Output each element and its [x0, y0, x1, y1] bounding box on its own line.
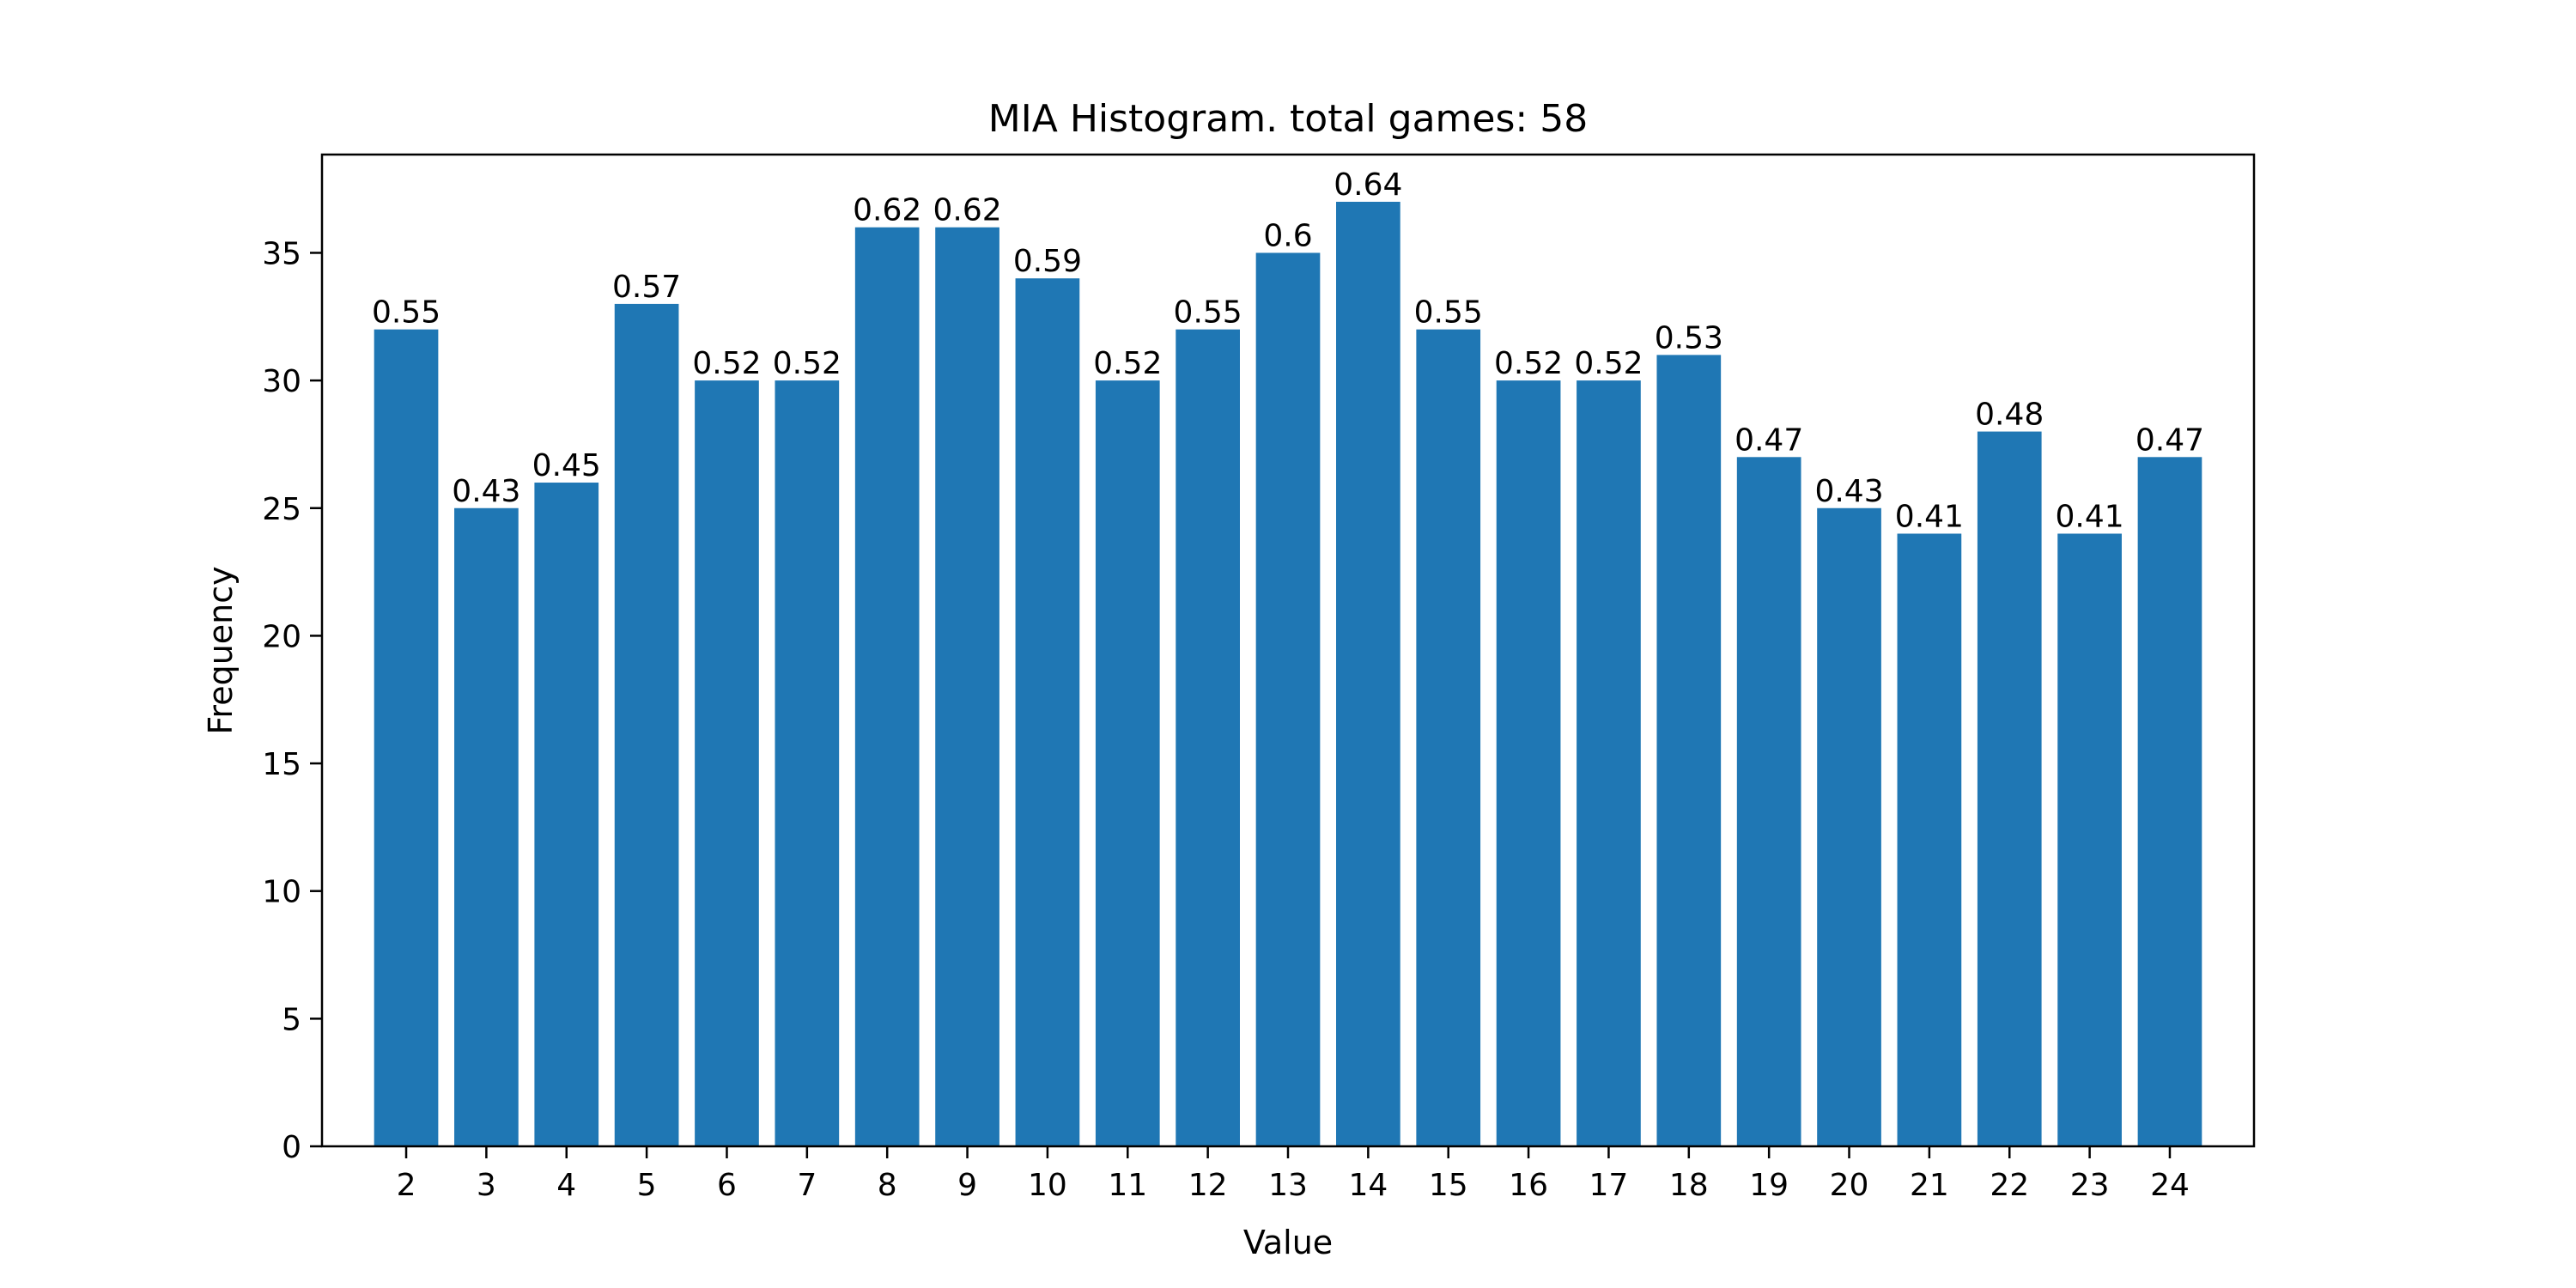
bar-data-label: 0.62: [853, 193, 921, 228]
x-tick-label: 14: [1348, 1168, 1388, 1203]
bar-data-label: 0.55: [1414, 295, 1483, 331]
x-tick-label: 23: [2070, 1168, 2110, 1203]
x-tick-label: 5: [637, 1168, 657, 1203]
bar-data-label: 0.48: [1975, 398, 2044, 433]
x-tick-label: 2: [397, 1168, 416, 1203]
bar: [1897, 533, 1962, 1146]
bar: [935, 227, 999, 1146]
bar-labels-group: 0.55 0.43 0.45 0.57 0.52 0.52 0.62 0.62 0.59 0.52…: [372, 167, 2204, 534]
bar-data-label: 0.6: [1263, 218, 1312, 253]
bar-data-label: 0.52: [1093, 346, 1162, 381]
x-tick-label: 21: [1910, 1168, 1949, 1203]
bar: [1095, 380, 1160, 1146]
bar: [1336, 202, 1400, 1146]
bar: [1255, 252, 1321, 1146]
x-tick-label: 17: [1589, 1168, 1629, 1203]
bar: [1817, 507, 1881, 1146]
axes-frame: [320, 153, 2256, 1148]
x-tick-label: 18: [1669, 1168, 1709, 1203]
bar: [1015, 278, 1080, 1146]
y-tick-label: 15: [262, 747, 301, 782]
x-tick-label: 13: [1268, 1168, 1308, 1203]
bar-data-label: 0.62: [933, 193, 1001, 228]
bar-data-label: 0.43: [452, 474, 520, 509]
bar: [695, 380, 759, 1146]
x-tick-label: 22: [1990, 1168, 2029, 1203]
bar: [1656, 355, 1722, 1146]
bar: [614, 303, 679, 1146]
bar: [1736, 457, 1801, 1146]
x-tick-label: 8: [878, 1168, 897, 1203]
bar-data-label: 0.52: [1494, 346, 1563, 381]
bar-data-label: 0.59: [1013, 244, 1082, 279]
bar-data-label: 0.55: [372, 295, 440, 331]
bar: [1977, 431, 2042, 1146]
bars-group: [374, 202, 2202, 1146]
bar: [775, 380, 840, 1146]
y-tick-label: 5: [282, 1002, 301, 1037]
bar-data-label: 0.47: [2136, 422, 2204, 458]
x-tick-label: 19: [1749, 1168, 1789, 1203]
y-tick-label: 30: [262, 364, 301, 399]
bar-data-label: 0.45: [532, 448, 601, 483]
y-axis-label: Frequency: [202, 566, 240, 734]
bar: [374, 329, 439, 1146]
x-axis-ticks: 2 3 4 5 6 7 8 9 10 11 12 13 14 15 16 17 18 19 20 21 22 23 24: [397, 1146, 2190, 1203]
bar-data-label: 0.52: [1574, 346, 1643, 381]
x-tick-label: 10: [1028, 1168, 1067, 1203]
bar-data-label: 0.43: [1814, 474, 1883, 509]
x-tick-label: 6: [717, 1168, 737, 1203]
bar-data-label: 0.52: [773, 346, 841, 381]
x-tick-label: 4: [556, 1168, 576, 1203]
y-tick-label: 20: [262, 619, 301, 654]
x-tick-label: 9: [957, 1168, 977, 1203]
bar: [1416, 329, 1481, 1146]
x-tick-label: 11: [1108, 1168, 1147, 1203]
bar-data-label: 0.64: [1334, 167, 1402, 203]
bar: [534, 483, 599, 1146]
y-axis-ticks: 0 5 10 15 20 25 30 35: [262, 236, 322, 1165]
bar-data-label: 0.53: [1655, 320, 1723, 355]
x-tick-label: 12: [1188, 1168, 1228, 1203]
bar-data-label: 0.41: [1895, 499, 1964, 534]
x-tick-label: 7: [797, 1168, 817, 1203]
bar-data-label: 0.52: [692, 346, 761, 381]
bar-data-label: 0.57: [612, 270, 681, 305]
y-tick-label: 10: [262, 875, 301, 910]
bar-data-label: 0.47: [1735, 422, 1803, 458]
bar: [2137, 457, 2202, 1146]
bar: [2057, 533, 2122, 1146]
bar: [854, 227, 920, 1146]
x-axis-label: Value: [1243, 1224, 1333, 1261]
y-tick-label: 35: [262, 236, 301, 271]
bar: [1577, 380, 1641, 1146]
y-tick-label: 0: [282, 1130, 301, 1165]
bar: [1176, 329, 1240, 1146]
bar-data-label: 0.55: [1174, 295, 1242, 331]
x-tick-label: 24: [2150, 1168, 2190, 1203]
x-tick-label: 16: [1509, 1168, 1548, 1203]
x-tick-label: 3: [477, 1168, 496, 1203]
x-tick-label: 15: [1429, 1168, 1468, 1203]
x-tick-label: 20: [1830, 1168, 1869, 1203]
bar: [454, 507, 519, 1146]
chart-title: MIA Histogram. total games: 58: [988, 97, 1588, 141]
y-tick-label: 25: [262, 492, 301, 527]
bar-data-label: 0.41: [2056, 499, 2124, 534]
bar: [1496, 380, 1561, 1146]
